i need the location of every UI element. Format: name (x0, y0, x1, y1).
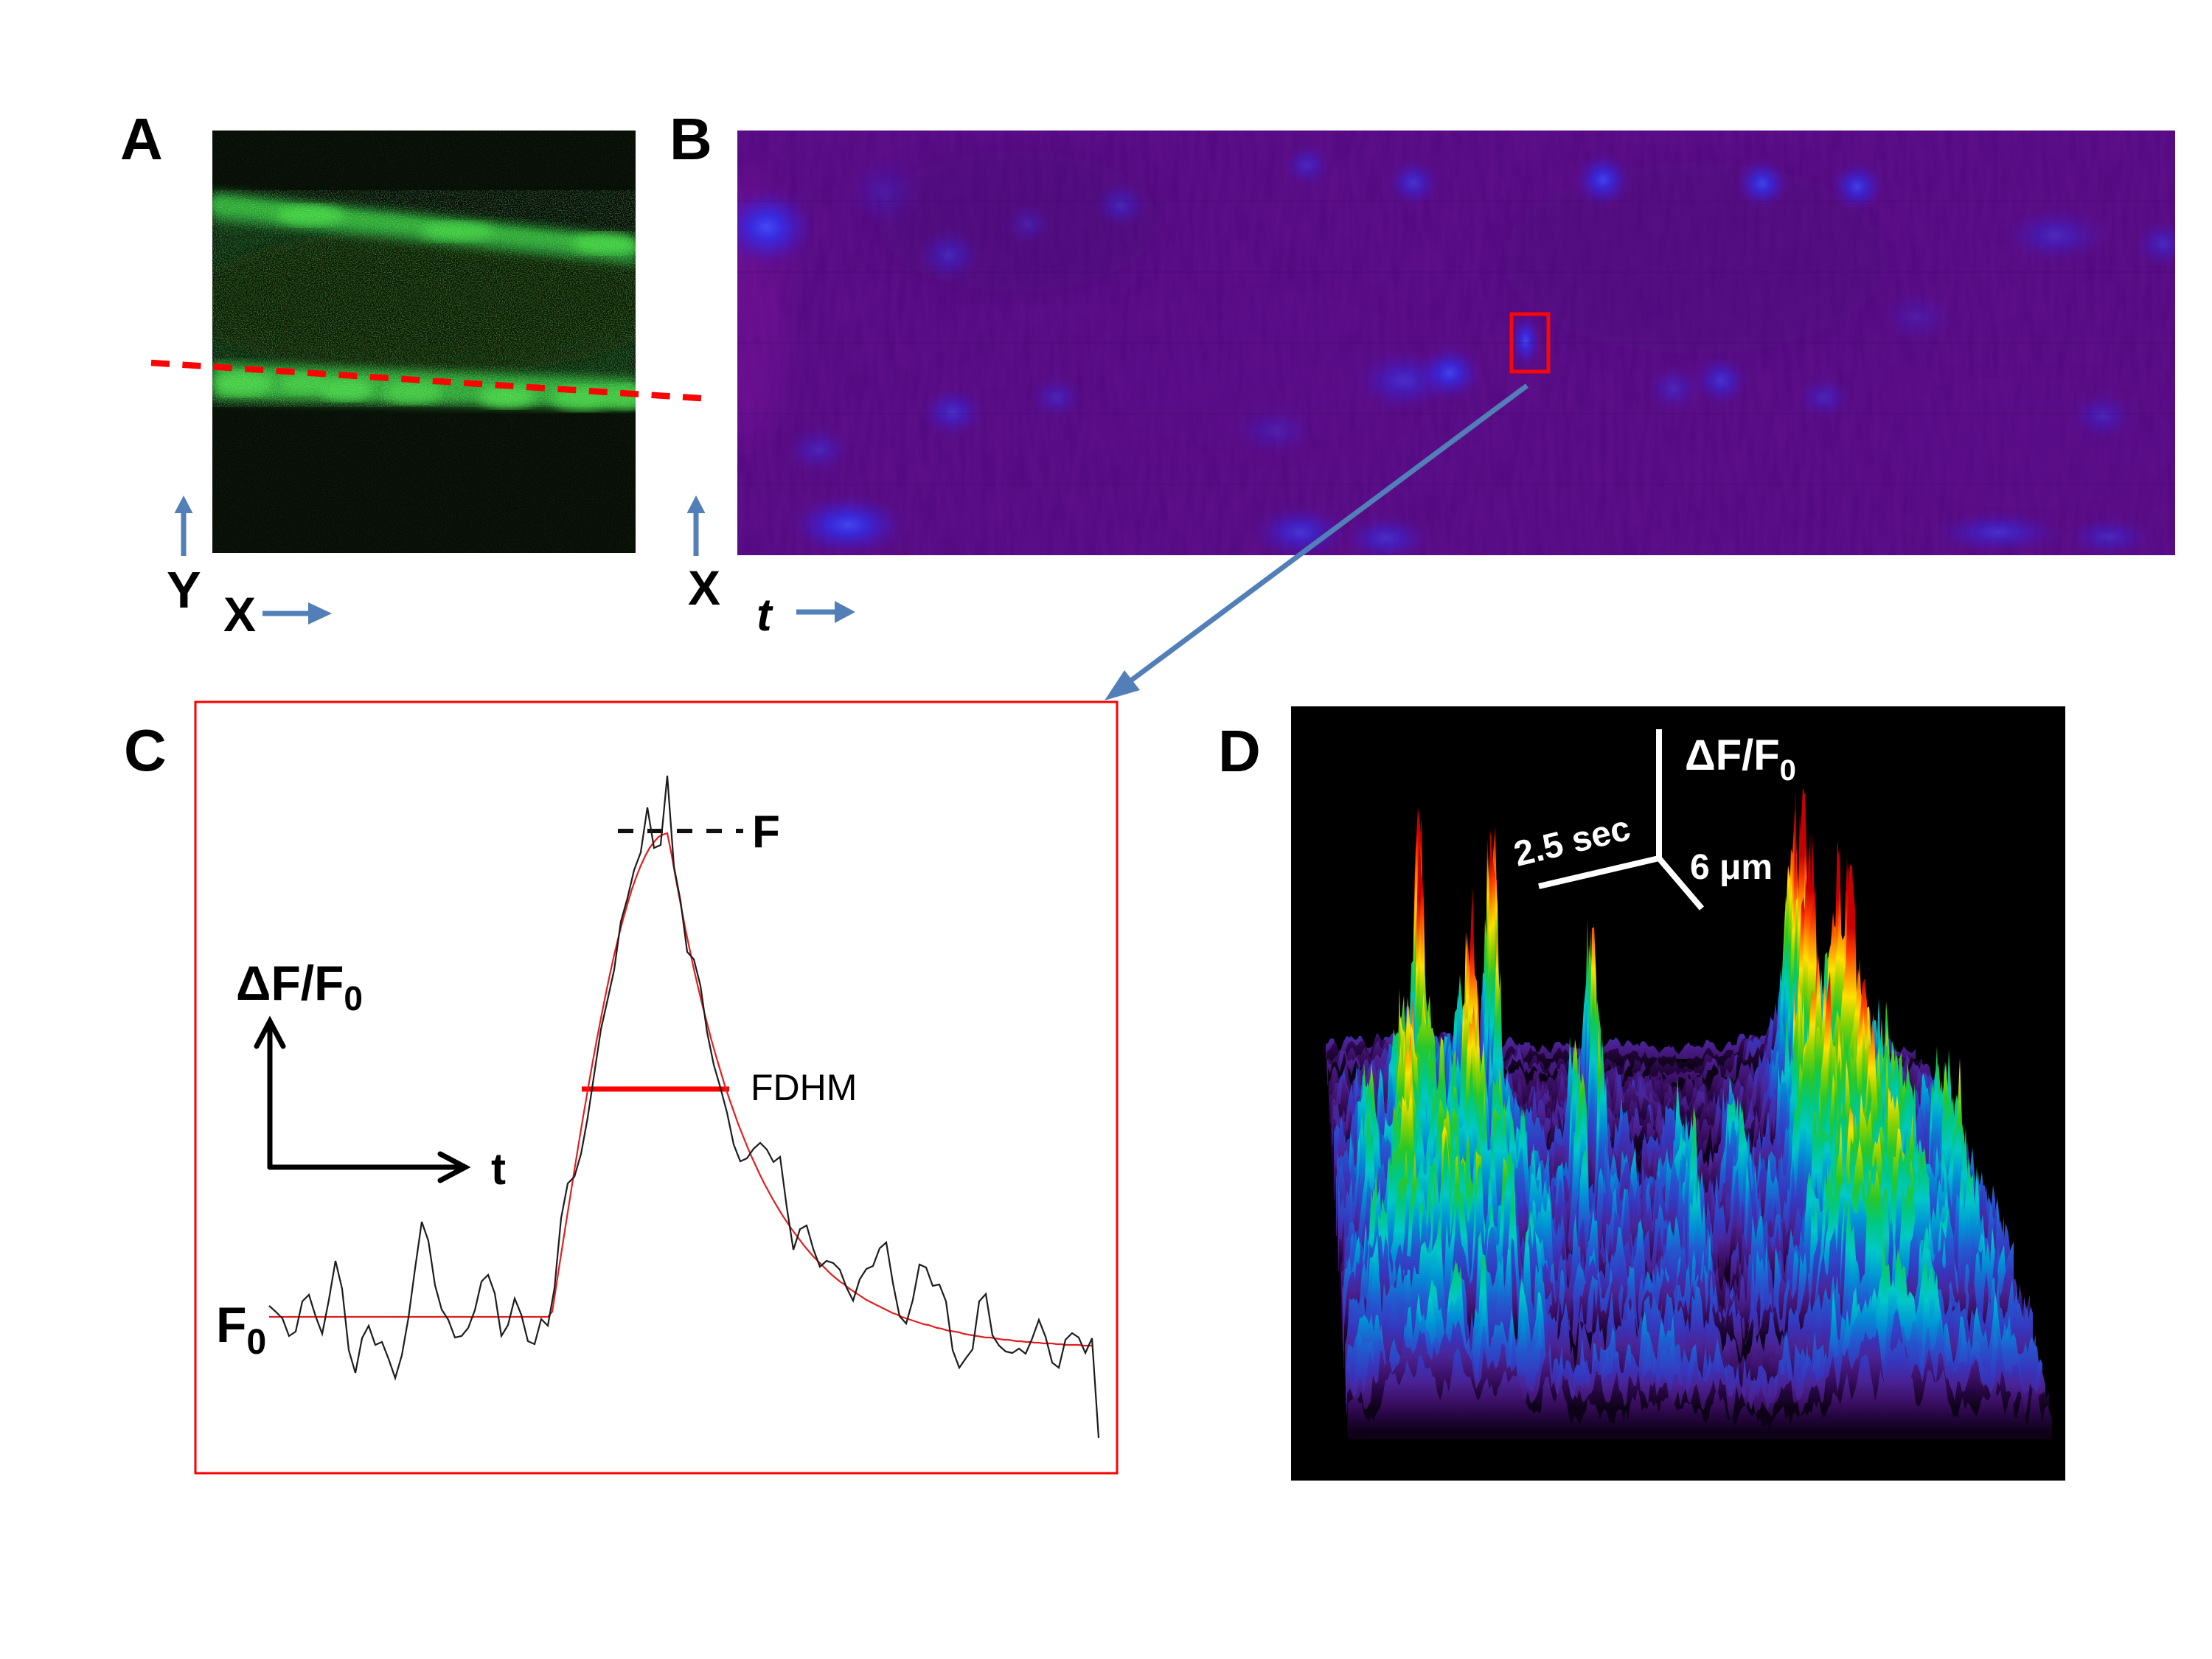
svg-text:t: t (491, 1144, 506, 1194)
svg-text:t: t (757, 590, 773, 641)
svg-text:F: F (752, 807, 780, 858)
svg-text:6 μm: 6 μm (1690, 848, 1773, 887)
svg-text:ΔF/F0: ΔF/F0 (1685, 731, 1796, 787)
svg-text:B: B (669, 106, 712, 172)
svg-text:Y: Y (167, 561, 201, 619)
svg-text:C: C (124, 717, 167, 783)
svg-text:X: X (223, 587, 256, 641)
svg-text:A: A (120, 106, 163, 172)
svg-text:ΔF/F0: ΔF/F0 (236, 956, 363, 1018)
svg-text:D: D (1218, 718, 1261, 784)
svg-text:FDHM: FDHM (751, 1067, 857, 1108)
svg-text:X: X (688, 560, 720, 615)
